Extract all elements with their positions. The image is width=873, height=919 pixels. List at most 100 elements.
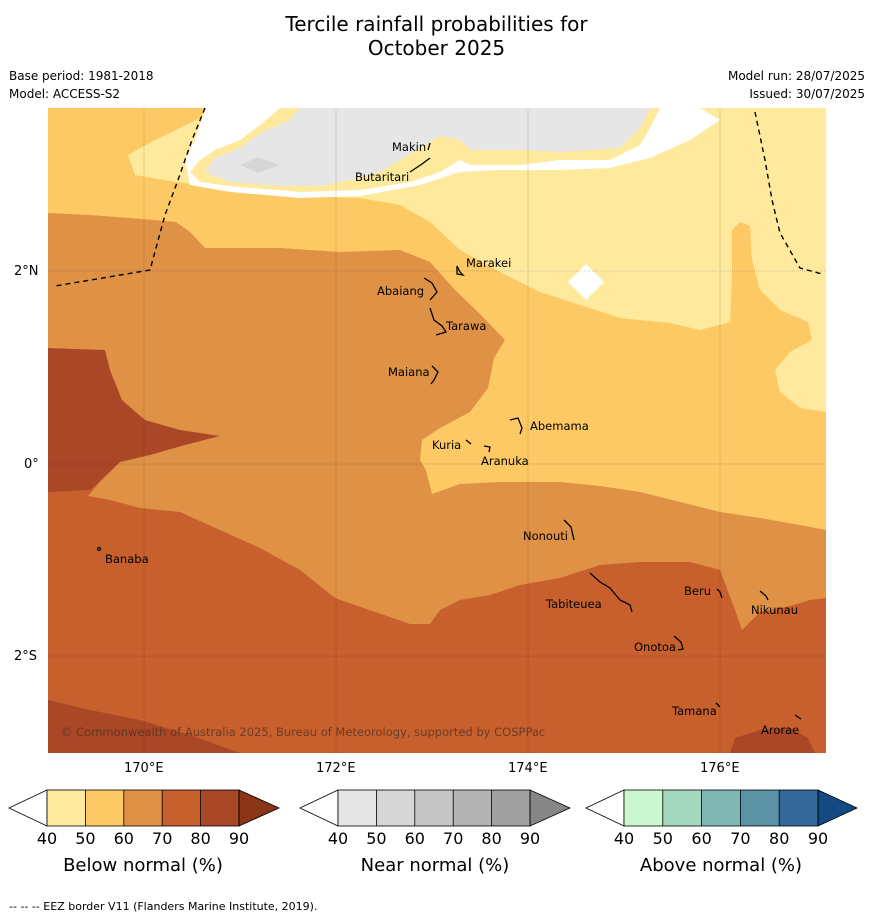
island-tabiteuea — [589, 572, 633, 613]
legend-above-swatch-1 — [624, 790, 663, 826]
legend-near-under — [299, 789, 339, 827]
legend-above-tick: 40 — [614, 829, 634, 848]
eez-footer-note: -- -- -- EEZ border V11 (Flanders Marine… — [9, 900, 318, 913]
label-kuria: Kuria — [432, 438, 461, 452]
legend-near-swatch-3 — [414, 790, 454, 826]
island-marakei — [456, 265, 465, 276]
copyright-text: © Commonwealth of Australia 2025, Bureau… — [61, 725, 545, 739]
legend-near-swatch-4 — [453, 790, 492, 826]
island-abaiang — [423, 277, 438, 301]
label-abaiang: Abaiang — [377, 284, 424, 298]
label-abemama: Abemama — [530, 419, 589, 433]
field-no-dominant — [185, 108, 720, 198]
island-arorae — [794, 714, 802, 720]
legend-below-normal: 40 50 60 70 80 90 Below normal (%) — [8, 789, 280, 876]
legend-below-swatch-2 — [85, 790, 124, 826]
lat-label-2n: 2°N — [14, 264, 39, 279]
legend-below-swatch-3 — [123, 790, 163, 826]
lon-label-174e: 174°E — [508, 761, 548, 776]
field-below-40-50 — [48, 108, 826, 412]
island-banaba — [96, 546, 102, 552]
legend-near-tick: 50 — [366, 829, 386, 848]
legend-near-tick: 70 — [443, 829, 463, 848]
legend-below-over — [238, 789, 280, 827]
island-nikunau — [759, 590, 769, 601]
graticule — [48, 108, 826, 753]
island-kuria — [465, 439, 472, 445]
title-line-1: Tercile rainfall probabilities for — [285, 12, 588, 36]
legend-below-tick: 60 — [114, 829, 134, 848]
field-no-dominant-small — [568, 264, 604, 300]
label-tarawa: Tarawa — [445, 319, 486, 333]
label-nonouti: Nonouti — [523, 529, 568, 543]
model-run: Model run: 28/07/2025 — [727, 69, 865, 83]
legend-below-tick: 80 — [190, 829, 210, 848]
model-name: Model: ACCESS-S2 — [9, 87, 121, 101]
legend-near-tick: 90 — [520, 829, 540, 848]
field-below-80-90-west — [48, 348, 220, 492]
label-beru: Beru — [684, 584, 711, 598]
legend-near-over — [529, 789, 571, 827]
lon-label-172e: 172°E — [316, 761, 356, 776]
legend-near-swatch-2 — [376, 790, 415, 826]
eez-border — [54, 108, 823, 287]
meta-left: Base period: 1981-2018 Model: ACCESS-S2 — [9, 67, 154, 103]
lon-label-176e: 176°E — [700, 761, 740, 776]
lat-label-0: 0° — [24, 457, 39, 472]
title-line-2: October 2025 — [367, 36, 506, 60]
legend-above-swatch-3 — [701, 790, 741, 826]
label-arorae: Arorae — [761, 723, 799, 737]
legend-below-swatch-4 — [162, 790, 201, 826]
island-aranuka — [483, 445, 491, 453]
label-butaritari: Butaritari — [355, 170, 409, 184]
islands — [96, 142, 802, 720]
legend-near-label: Near normal (%) — [361, 855, 510, 876]
legend-near-tick: 40 — [328, 829, 348, 848]
island-butaritari — [409, 157, 431, 173]
field-below-80-90-south — [48, 700, 240, 753]
legend-near-normal: 40 50 60 70 80 90 Near normal (%) — [299, 789, 571, 876]
legend-above-tick: 60 — [691, 829, 711, 848]
legend-above-tick: 50 — [653, 829, 673, 848]
island-nonouti — [563, 519, 575, 541]
label-onotoa: Onotoa — [634, 640, 676, 654]
place-labels: Makin Butaritari Marakei Abaiang Tarawa … — [105, 140, 799, 737]
label-marakei: Marakei — [466, 256, 511, 270]
legend-near-tick: 80 — [481, 829, 501, 848]
island-onotoa — [673, 635, 684, 651]
legend-below-label: Below normal (%) — [63, 855, 223, 876]
island-tarawa — [429, 307, 448, 336]
legend-near-swatch-1 — [338, 790, 377, 826]
legend-above-tick: 70 — [730, 829, 750, 848]
legend-below-tick: 50 — [75, 829, 95, 848]
lon-label-170e: 170°E — [124, 761, 164, 776]
legend-below-tick: 90 — [229, 829, 249, 848]
label-aranuka: Aranuka — [481, 454, 529, 468]
label-tabiteuea: Tabiteuea — [545, 597, 602, 611]
legend-above-normal: 40 50 60 70 80 90 Above normal (%) — [585, 789, 858, 876]
meta-right: Model run: 28/07/2025 Issued: 30/07/2025 — [728, 67, 865, 103]
legend-below-tick: 40 — [37, 829, 57, 848]
legend-near-swatch-5 — [491, 790, 530, 826]
legend-above-swatch-2 — [662, 790, 702, 826]
probability-fields — [48, 108, 826, 753]
field-below-80-90-se — [730, 728, 815, 753]
legend-above-over — [817, 789, 858, 827]
page-title: Tercile rainfall probabilities for Octob… — [0, 12, 873, 60]
island-makin — [427, 142, 431, 151]
legend-above-swatch-4 — [740, 790, 780, 826]
label-makin: Makin — [392, 140, 426, 154]
legend-above-tick: 90 — [808, 829, 828, 848]
legend-above-swatch-5 — [779, 790, 818, 826]
legend-below-swatch-1 — [47, 790, 86, 826]
field-near-50-60 — [240, 157, 280, 173]
legend-below-under — [8, 789, 48, 827]
lat-label-2s: 2°S — [14, 649, 38, 664]
issued-date: Issued: 30/07/2025 — [749, 87, 865, 101]
label-maiana: Maiana — [388, 365, 430, 379]
legend-below-swatch-5 — [200, 790, 239, 826]
base-period: Base period: 1981-2018 — [9, 69, 154, 83]
legend-near-tick: 60 — [405, 829, 425, 848]
island-beru — [716, 588, 723, 599]
